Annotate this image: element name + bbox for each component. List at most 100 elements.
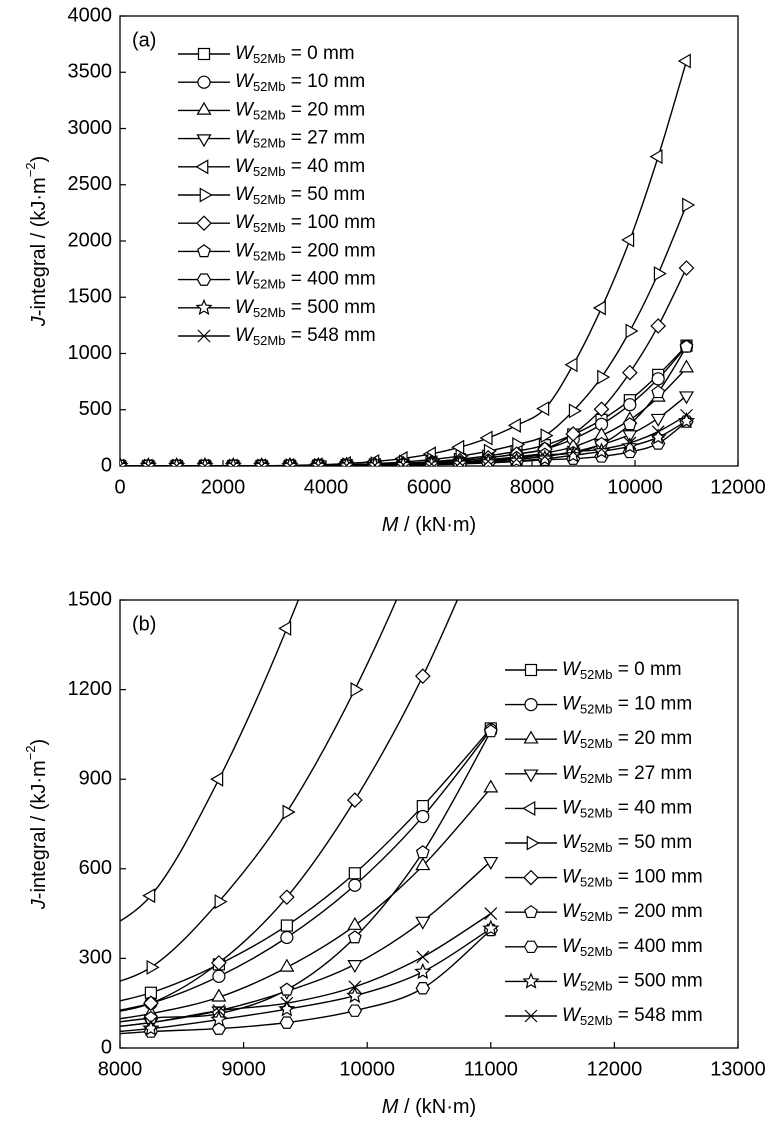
marker bbox=[196, 273, 212, 286]
marker bbox=[415, 857, 431, 871]
marker bbox=[481, 454, 495, 466]
x-tick-label: 9000 bbox=[221, 1058, 266, 1080]
marker bbox=[76, 1026, 89, 1037]
legend-label: W52Mb = 40 mm bbox=[235, 156, 365, 179]
marker bbox=[195, 298, 213, 316]
marker bbox=[197, 75, 211, 89]
y-tick-label: 0 bbox=[101, 454, 112, 476]
legend-label: W52Mb = 400 mm bbox=[235, 269, 376, 292]
marker bbox=[451, 454, 469, 466]
marker bbox=[75, 934, 86, 947]
marker bbox=[415, 982, 431, 995]
marker bbox=[348, 878, 362, 892]
marker bbox=[142, 888, 156, 904]
panel-label: (a) bbox=[132, 29, 156, 51]
marker bbox=[139, 456, 157, 466]
x-tick-label: 4000 bbox=[304, 476, 349, 498]
marker bbox=[141, 459, 155, 466]
marker bbox=[76, 1027, 90, 1041]
marker bbox=[622, 417, 637, 431]
marker bbox=[196, 456, 214, 466]
marker bbox=[621, 437, 639, 454]
marker bbox=[538, 450, 552, 463]
marker bbox=[595, 442, 608, 456]
marker bbox=[523, 869, 539, 886]
plot-frame bbox=[119, 15, 739, 467]
marker bbox=[281, 456, 299, 466]
marker bbox=[195, 159, 209, 175]
marker bbox=[510, 452, 523, 466]
marker bbox=[146, 959, 160, 975]
x-tick-label: 10000 bbox=[339, 1058, 395, 1080]
marker bbox=[210, 1010, 228, 1027]
marker bbox=[625, 323, 639, 339]
y-tick-label: 3500 bbox=[68, 61, 113, 83]
marker bbox=[197, 244, 211, 258]
marker bbox=[198, 459, 212, 466]
marker bbox=[253, 456, 271, 466]
marker bbox=[197, 329, 211, 343]
marker bbox=[564, 357, 578, 373]
marker bbox=[523, 769, 539, 783]
marker bbox=[77, 1003, 88, 1014]
marker bbox=[347, 1004, 363, 1017]
marker bbox=[348, 980, 362, 994]
x-tick-label: 8000 bbox=[98, 1058, 143, 1080]
marker bbox=[487, 349, 498, 362]
marker bbox=[483, 779, 499, 793]
marker bbox=[211, 955, 227, 971]
marker bbox=[416, 809, 430, 824]
marker bbox=[366, 456, 384, 466]
marker bbox=[368, 458, 382, 466]
legend-label: W52Mb = 100 mm bbox=[562, 867, 703, 890]
marker bbox=[524, 1009, 538, 1023]
legend-label: W52Mb = 50 mm bbox=[562, 832, 692, 855]
plot-area bbox=[120, 53, 696, 466]
marker bbox=[650, 318, 667, 334]
y-tick-label: 900 bbox=[79, 767, 112, 789]
marker bbox=[414, 668, 431, 685]
marker bbox=[597, 369, 611, 385]
marker bbox=[76, 1031, 89, 1042]
marker bbox=[350, 682, 364, 698]
x-tick-label: 6000 bbox=[407, 476, 452, 498]
marker bbox=[76, 1016, 89, 1027]
marker bbox=[347, 960, 363, 974]
marker bbox=[196, 134, 212, 148]
x-axis-label: M / (kN·m) bbox=[382, 1096, 476, 1118]
legend-label: W52Mb = 10 mm bbox=[235, 71, 365, 94]
plot-area bbox=[75, 349, 500, 1042]
y-tick-label: 600 bbox=[79, 857, 112, 879]
marker bbox=[394, 455, 412, 466]
marker bbox=[280, 996, 294, 1010]
y-tick-label: 2500 bbox=[68, 173, 113, 195]
marker bbox=[566, 445, 580, 459]
marker bbox=[422, 455, 441, 466]
marker bbox=[311, 459, 325, 466]
marker bbox=[346, 986, 364, 1004]
marker bbox=[170, 459, 184, 466]
marker bbox=[568, 403, 582, 419]
marker bbox=[76, 1009, 90, 1023]
y-tick-label: 1500 bbox=[68, 588, 113, 610]
marker bbox=[347, 441, 358, 454]
legend-label: W52Mb = 400 mm bbox=[562, 936, 703, 959]
marker bbox=[522, 800, 536, 816]
marker bbox=[651, 385, 666, 399]
series-line bbox=[120, 731, 492, 1023]
marker bbox=[522, 972, 540, 989]
legend-label: W52Mb = 50 mm bbox=[235, 184, 365, 207]
marker bbox=[453, 456, 467, 466]
marker bbox=[196, 101, 212, 115]
marker bbox=[484, 907, 498, 921]
marker bbox=[210, 771, 224, 787]
marker bbox=[309, 456, 327, 466]
marker bbox=[536, 449, 554, 466]
marker bbox=[482, 919, 500, 936]
marker bbox=[678, 359, 695, 373]
marker bbox=[677, 53, 691, 69]
marker bbox=[649, 428, 667, 445]
plot-frame bbox=[119, 599, 739, 1049]
marker bbox=[526, 835, 540, 851]
